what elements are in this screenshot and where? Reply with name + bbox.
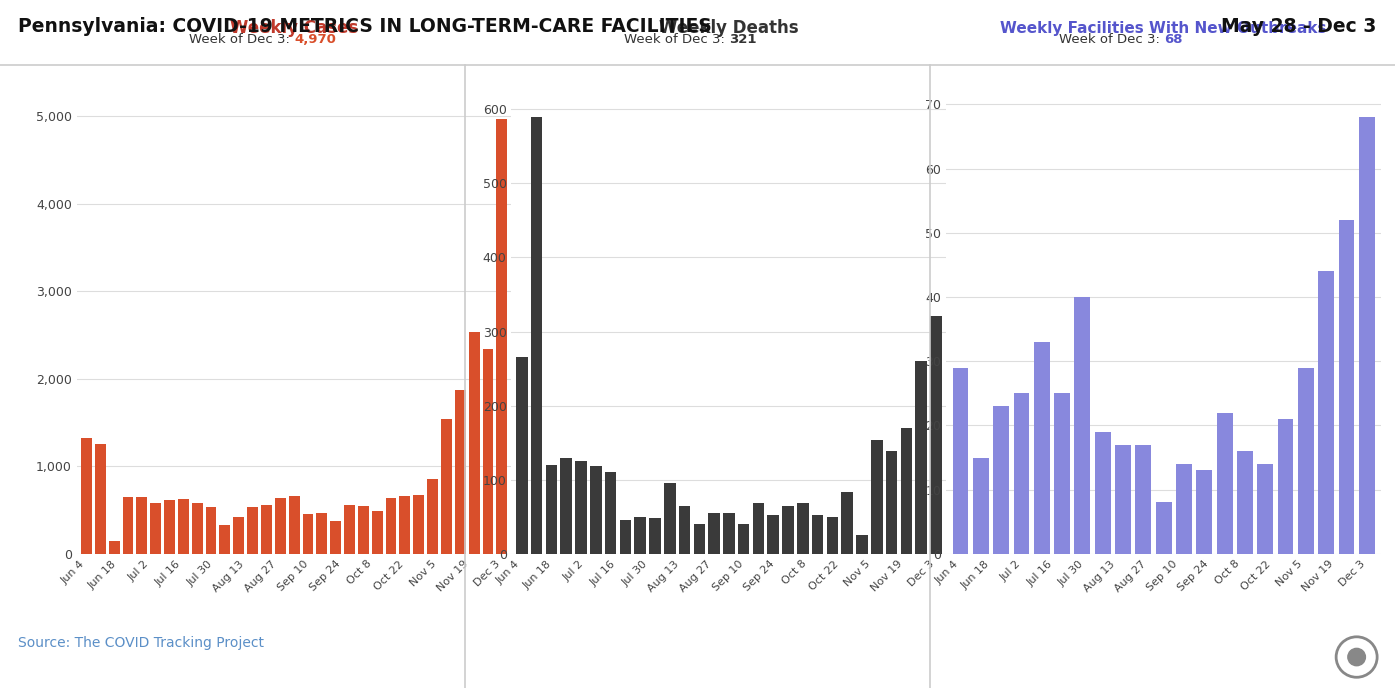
Bar	[1278, 419, 1293, 554]
Bar	[1115, 444, 1131, 554]
Bar	[469, 332, 480, 554]
Bar	[664, 484, 675, 554]
Bar	[233, 517, 244, 554]
Text: Week of Dec 3:: Week of Dec 3:	[624, 33, 728, 46]
Bar	[123, 497, 134, 554]
Title: Weekly Facilities With New Outbreaks: Weekly Facilities With New Outbreaks	[1000, 21, 1327, 36]
Bar	[561, 458, 572, 554]
Bar	[886, 451, 897, 554]
Bar	[372, 511, 382, 554]
Bar	[359, 506, 368, 554]
Bar	[993, 406, 1009, 554]
Text: May 28 - Dec 3: May 28 - Dec 3	[1222, 17, 1377, 36]
Bar	[783, 506, 794, 554]
Bar	[1197, 471, 1212, 554]
Bar	[709, 513, 720, 554]
Bar	[915, 361, 926, 554]
Bar	[427, 479, 438, 554]
Bar	[483, 349, 494, 554]
Title: Weekly Deaths: Weekly Deaths	[658, 19, 799, 37]
Bar	[165, 499, 174, 554]
Bar	[827, 517, 838, 554]
Bar	[1014, 394, 1030, 554]
Text: 68: 68	[1163, 33, 1182, 46]
Bar	[679, 506, 691, 554]
Bar	[1176, 464, 1191, 554]
Bar	[317, 513, 328, 554]
Bar	[1055, 394, 1070, 554]
Bar	[1095, 432, 1110, 554]
Bar	[497, 118, 508, 554]
Bar	[1155, 502, 1172, 554]
Bar	[455, 390, 466, 554]
Bar	[1034, 342, 1049, 554]
Bar	[972, 458, 989, 554]
Bar	[109, 541, 120, 554]
Bar	[1237, 451, 1253, 554]
Text: 321: 321	[728, 33, 756, 46]
Bar	[841, 493, 852, 554]
Bar	[205, 506, 216, 554]
Bar	[331, 521, 340, 554]
Title: Weekly Cases: Weekly Cases	[230, 19, 359, 37]
Bar	[619, 521, 631, 554]
Bar	[930, 316, 942, 554]
Bar	[953, 367, 968, 554]
Bar	[590, 466, 601, 554]
Bar	[635, 517, 646, 554]
Bar	[738, 524, 749, 554]
Bar	[545, 465, 557, 554]
Bar	[575, 461, 587, 554]
Bar	[649, 518, 661, 554]
Bar	[261, 505, 272, 554]
Bar	[870, 440, 883, 554]
Bar	[1136, 444, 1151, 554]
Bar	[275, 498, 286, 554]
Bar	[1257, 464, 1274, 554]
Bar	[605, 473, 617, 554]
Bar	[753, 504, 764, 554]
Bar	[441, 419, 452, 554]
Bar	[247, 506, 258, 554]
Bar	[1359, 117, 1374, 554]
Text: 4,970: 4,970	[294, 33, 336, 46]
Text: Week of Dec 3:: Week of Dec 3:	[188, 33, 294, 46]
Bar	[95, 444, 106, 554]
Bar	[345, 505, 354, 554]
Bar	[1216, 413, 1233, 554]
Bar	[693, 524, 704, 554]
Bar	[1297, 367, 1314, 554]
Bar	[137, 497, 148, 554]
Bar	[81, 438, 92, 554]
Bar	[1318, 271, 1334, 554]
Bar	[413, 495, 424, 554]
Bar	[812, 515, 823, 554]
Bar	[857, 535, 868, 554]
Text: Week of Dec 3:: Week of Dec 3:	[1059, 33, 1163, 46]
Bar	[191, 503, 202, 554]
Bar	[385, 498, 396, 554]
Bar	[531, 117, 543, 554]
Text: Source: The COVID Tracking Project: Source: The COVID Tracking Project	[18, 636, 264, 650]
Text: Pennsylvania: COVID-19 METRICS IN LONG-TERM-CARE FACILITIES: Pennsylvania: COVID-19 METRICS IN LONG-T…	[18, 17, 711, 36]
Bar	[516, 358, 527, 554]
Bar	[901, 428, 912, 554]
Bar	[289, 496, 300, 554]
Circle shape	[1348, 648, 1366, 666]
Bar	[303, 515, 314, 554]
Bar	[151, 503, 160, 554]
Bar	[723, 513, 735, 554]
Bar	[1339, 220, 1355, 554]
Bar	[767, 515, 778, 554]
Bar	[797, 504, 809, 554]
Bar	[1074, 297, 1091, 554]
Bar	[179, 499, 188, 554]
Bar	[219, 525, 230, 554]
Bar	[399, 496, 410, 554]
